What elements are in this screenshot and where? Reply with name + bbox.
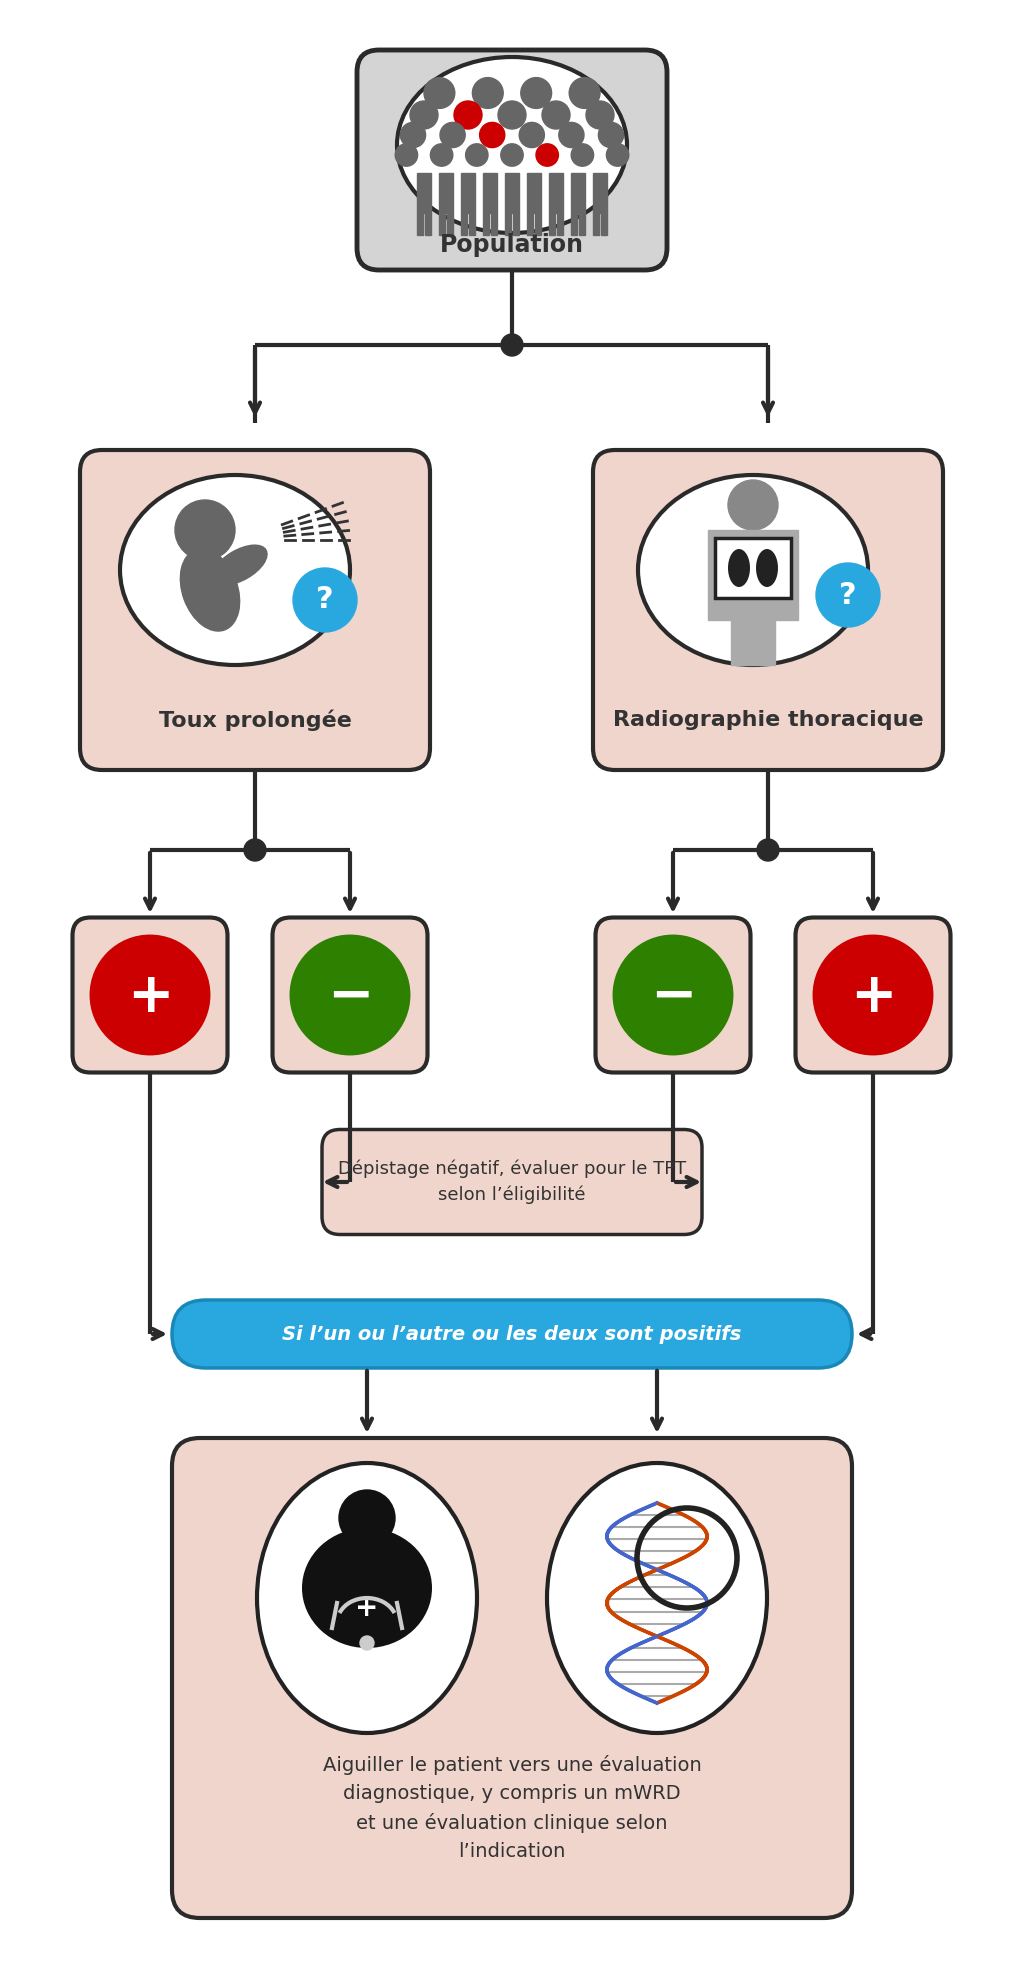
Ellipse shape xyxy=(180,548,240,631)
Ellipse shape xyxy=(813,934,934,1055)
Bar xyxy=(527,172,541,214)
Text: Dépistage négatif, évaluer pour le TPT
selon l’éligibilité: Dépistage négatif, évaluer pour le TPT s… xyxy=(338,1160,686,1203)
FancyBboxPatch shape xyxy=(593,449,943,770)
Circle shape xyxy=(472,77,503,109)
Ellipse shape xyxy=(547,1462,767,1734)
FancyBboxPatch shape xyxy=(357,49,667,269)
Ellipse shape xyxy=(638,475,868,665)
Bar xyxy=(447,214,453,236)
Circle shape xyxy=(440,123,465,148)
Circle shape xyxy=(542,101,570,129)
Text: Si l’un ou l’autre ou les deux sont positifs: Si l’un ou l’autre ou les deux sont posi… xyxy=(283,1324,741,1344)
Text: Population: Population xyxy=(440,234,584,257)
Circle shape xyxy=(479,123,505,148)
FancyBboxPatch shape xyxy=(796,918,950,1073)
Bar xyxy=(461,172,475,214)
Circle shape xyxy=(501,334,523,356)
Bar xyxy=(505,214,511,236)
Circle shape xyxy=(598,123,624,148)
Circle shape xyxy=(571,144,594,166)
Bar xyxy=(527,214,534,236)
Bar xyxy=(535,214,541,236)
Bar xyxy=(483,214,489,236)
Circle shape xyxy=(466,144,488,166)
Circle shape xyxy=(454,101,482,129)
Bar xyxy=(417,172,431,214)
Bar xyxy=(513,214,519,236)
Bar xyxy=(505,172,519,214)
Circle shape xyxy=(536,144,558,166)
Bar xyxy=(579,214,585,236)
Bar xyxy=(417,214,423,236)
Text: +: + xyxy=(355,1593,379,1623)
FancyBboxPatch shape xyxy=(80,449,430,770)
Ellipse shape xyxy=(302,1528,432,1649)
Circle shape xyxy=(410,101,438,129)
Ellipse shape xyxy=(89,934,211,1055)
Bar xyxy=(549,214,555,236)
Circle shape xyxy=(728,481,778,530)
Bar xyxy=(571,172,585,214)
Text: −: − xyxy=(650,970,696,1023)
Bar xyxy=(425,214,431,236)
Bar xyxy=(593,214,599,236)
Circle shape xyxy=(501,144,523,166)
Circle shape xyxy=(816,562,880,627)
Bar xyxy=(708,530,798,619)
Text: Radiographie thoracique: Radiographie thoracique xyxy=(612,710,924,730)
Circle shape xyxy=(400,123,426,148)
Ellipse shape xyxy=(728,548,750,588)
Circle shape xyxy=(606,144,629,166)
Ellipse shape xyxy=(213,544,267,586)
FancyBboxPatch shape xyxy=(596,918,751,1073)
Text: Aiguiller le patient vers une évaluation
diagnostique, y compris un mWRD
et une : Aiguiller le patient vers une évaluation… xyxy=(323,1755,701,1860)
Circle shape xyxy=(586,101,614,129)
Text: ?: ? xyxy=(316,586,334,615)
Circle shape xyxy=(395,144,418,166)
Circle shape xyxy=(293,568,357,631)
Bar xyxy=(439,172,453,214)
Bar xyxy=(461,214,467,236)
Bar xyxy=(469,214,475,236)
Text: +: + xyxy=(850,970,896,1023)
Circle shape xyxy=(498,101,526,129)
Ellipse shape xyxy=(612,934,733,1055)
Bar xyxy=(571,214,577,236)
Ellipse shape xyxy=(257,1462,477,1734)
Bar xyxy=(549,172,563,214)
Circle shape xyxy=(339,1490,395,1546)
Circle shape xyxy=(175,501,234,560)
Bar xyxy=(731,619,775,665)
FancyBboxPatch shape xyxy=(172,1439,852,1918)
Ellipse shape xyxy=(290,934,411,1055)
Circle shape xyxy=(521,77,552,109)
Text: +: + xyxy=(127,970,173,1023)
Circle shape xyxy=(519,123,545,148)
FancyBboxPatch shape xyxy=(172,1300,852,1367)
Bar xyxy=(483,172,497,214)
FancyBboxPatch shape xyxy=(322,1130,702,1235)
FancyBboxPatch shape xyxy=(272,918,427,1073)
FancyBboxPatch shape xyxy=(715,538,791,598)
Text: Toux prolongée: Toux prolongée xyxy=(159,708,351,730)
Ellipse shape xyxy=(756,548,778,588)
Ellipse shape xyxy=(120,475,350,665)
Text: ?: ? xyxy=(840,580,857,610)
Bar xyxy=(490,214,497,236)
Circle shape xyxy=(757,839,779,861)
Bar xyxy=(593,172,607,214)
FancyBboxPatch shape xyxy=(73,918,227,1073)
Circle shape xyxy=(430,144,453,166)
Circle shape xyxy=(559,123,584,148)
Circle shape xyxy=(244,839,266,861)
Circle shape xyxy=(424,77,455,109)
Circle shape xyxy=(360,1637,374,1650)
Circle shape xyxy=(569,77,600,109)
Bar xyxy=(439,214,445,236)
Bar xyxy=(557,214,563,236)
Bar xyxy=(601,214,607,236)
Text: −: − xyxy=(327,970,374,1023)
Ellipse shape xyxy=(397,57,627,234)
